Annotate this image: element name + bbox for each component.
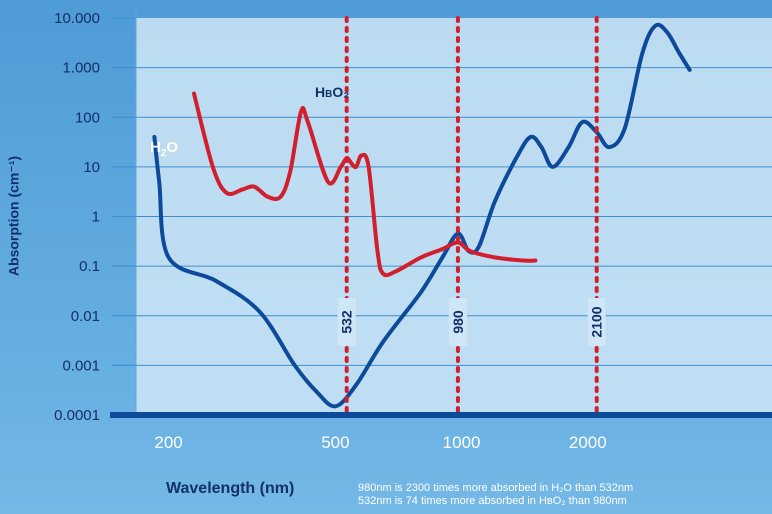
y-tick-label: 0.001 — [62, 357, 100, 374]
y-tick-label: 10.000 — [54, 10, 100, 27]
hbo2-label-main: H — [315, 84, 325, 100]
series-labels: H2O HBO₂ — [150, 84, 349, 159]
x-tick-label: 2000 — [569, 433, 607, 452]
series-label-h2o: H2O — [150, 139, 178, 159]
y-tick-label: 1 — [92, 209, 100, 226]
marker-label-2100: 2100 — [589, 306, 605, 337]
hbo2-label-tail: O₂ — [332, 84, 349, 100]
y-tick-label: 100 — [75, 109, 100, 126]
marker-label-bg-532 — [337, 298, 356, 346]
h2o-label-sub: 2 — [161, 148, 167, 159]
note-980: 980nm is 2300 times more absorbed in H₂O… — [358, 482, 634, 494]
series-label-hbo2: HBO₂ — [315, 84, 349, 100]
chart-notes: 980nm is 2300 times more absorbed in H₂O… — [358, 482, 633, 508]
h2o-label-tail: O — [166, 139, 178, 156]
y-axis-title: Absorption (cm⁻¹) — [5, 155, 22, 277]
marker-label-980: 980 — [450, 310, 466, 334]
wavelength-markers: 532 980 2100 — [337, 16, 606, 416]
y-axis-ticks: 10.000 1.000 100 10 1 0.1 0.01 0.001 0.0001 — [54, 10, 136, 424]
x-axis — [110, 412, 772, 418]
note-532: 532nm is 74 times more absorbed in HʙO₂ … — [358, 495, 627, 507]
marker-label-bg-2100 — [587, 298, 606, 346]
x-axis-title: Wavelength (nm) — [166, 480, 295, 497]
marker-label-bg-980 — [448, 298, 467, 346]
h2o-label-main: H — [150, 139, 161, 156]
grid — [112, 67, 772, 366]
y-tick-label: 0.0001 — [54, 407, 100, 424]
marker-label-532: 532 — [339, 310, 355, 334]
y-tick-label: 0.1 — [79, 258, 100, 275]
x-tick-label: 500 — [321, 433, 349, 452]
y-tick-label: 1.000 — [62, 60, 100, 77]
series-line-h2o — [152, 22, 692, 409]
hbo2-label-sub: B — [325, 89, 332, 100]
series-lines — [152, 22, 692, 409]
x-tick-label: 1000 — [443, 433, 481, 452]
x-axis-ticks: 200 500 1000 2000 — [154, 433, 606, 452]
y-tick-label: 0.01 — [71, 308, 100, 325]
x-tick-label: 200 — [154, 433, 182, 452]
y-tick-label: 10 — [83, 159, 100, 176]
series-line-hbo2 — [192, 91, 538, 278]
